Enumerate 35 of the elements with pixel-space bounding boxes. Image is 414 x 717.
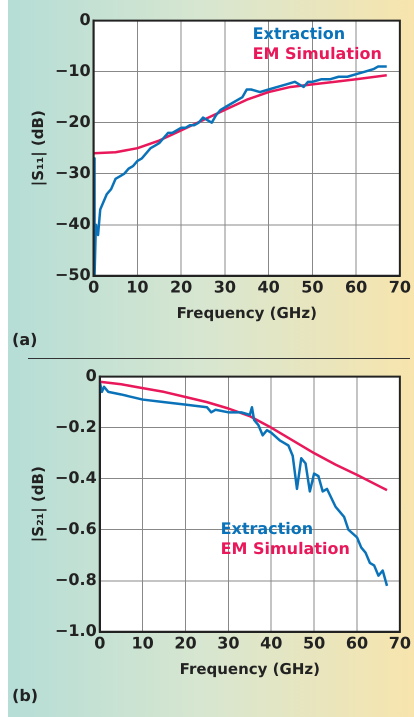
x-tick-label: 40 <box>260 634 282 653</box>
y-axis-title: |S₂₁| (dB) <box>28 466 47 542</box>
series-label: Extraction <box>220 518 314 538</box>
y-tick-label: −40 <box>55 214 91 233</box>
x-tick-label: 70 <box>388 634 411 653</box>
x-axis-title: Frequency (GHz) <box>176 304 317 322</box>
x-tick-label: 20 <box>174 634 197 653</box>
x-tick-label: 10 <box>126 278 149 297</box>
x-tick-label: 30 <box>214 278 236 297</box>
x-tick-label: 70 <box>388 278 411 297</box>
y-tick-label: −20 <box>55 112 91 131</box>
text: (a) <box>12 330 38 350</box>
y-tick-label: −30 <box>55 162 91 182</box>
x-tick-label: 60 <box>346 634 368 653</box>
y-tick-label: −0.2 <box>55 416 97 436</box>
series-label: EM Simulation <box>252 44 382 63</box>
x-tick-label: 30 <box>217 634 240 653</box>
y-tick-label: −0.8 <box>55 570 97 589</box>
y-tick-label: −0.6 <box>55 518 97 538</box>
y-axis-title: |S₁₁| (dB) <box>28 110 47 186</box>
y-tick-label: 0 <box>80 10 91 29</box>
x-tick-label: 50 <box>301 278 324 297</box>
x-tick-label: 50 <box>302 634 326 653</box>
x-tick-label: 40 <box>258 278 280 297</box>
x-tick-label: 10 <box>131 634 154 653</box>
y-tick-label: −10 <box>55 60 91 80</box>
x-axis-title: Frequency (GHz) <box>180 660 320 678</box>
text: EM Simulation <box>220 538 350 558</box>
x-tick-label: 60 <box>344 278 368 297</box>
y-tick-label: 0 <box>86 366 97 385</box>
y-tick-label: −0.4 <box>55 468 97 487</box>
y-tick-label: −1.0 <box>55 620 97 640</box>
text: Extraction <box>252 24 346 43</box>
text: (b) <box>12 686 38 706</box>
x-tick-label: 20 <box>170 278 192 297</box>
